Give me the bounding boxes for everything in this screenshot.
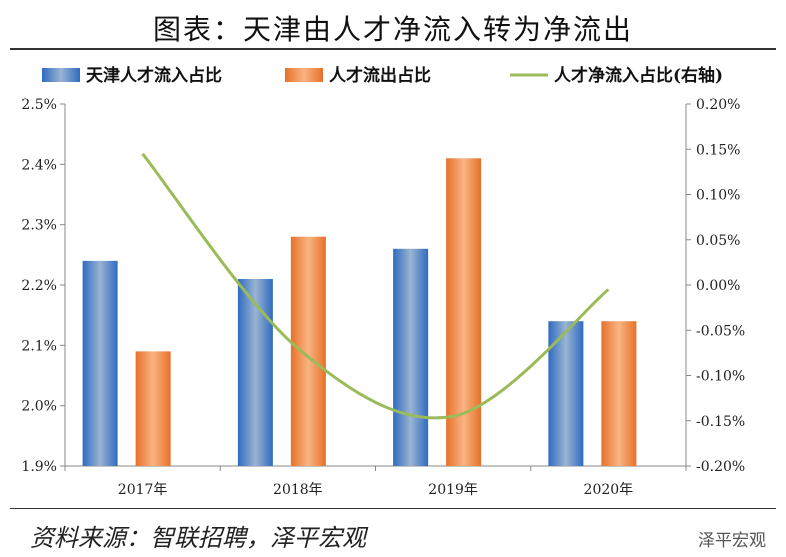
right-tick-label: 0.20%	[696, 97, 740, 113]
bar-outflow	[601, 321, 637, 466]
bar-outflow	[135, 351, 171, 466]
left-tick-label: 2.3%	[21, 218, 57, 234]
left-tick-label: 1.9%	[21, 459, 57, 475]
left-tick-label: 2.4%	[21, 157, 57, 173]
bar-inflow	[393, 248, 429, 466]
right-tick-label: -0.05%	[696, 323, 745, 339]
right-tick-label: -0.20%	[696, 459, 745, 475]
bar-inflow	[237, 278, 273, 466]
legend-label: 人才流出占比	[329, 65, 431, 86]
x-tick-label: 2019年	[428, 482, 478, 498]
left-tick-label: 2.1%	[21, 338, 57, 354]
legend-label: 天津人才流入占比	[86, 65, 222, 86]
bar-outflow	[290, 236, 326, 466]
left-tick-label: 2.2%	[21, 278, 57, 294]
source-note: 资料来源：智联招聘，泽平宏观	[30, 524, 366, 552]
left-tick-label: 2.5%	[21, 97, 57, 113]
legend-swatch	[42, 68, 80, 82]
right-tick-label: -0.10%	[696, 369, 745, 385]
x-tick-label: 2018年	[273, 482, 323, 498]
legend-swatch	[285, 68, 323, 82]
chart-title: 图表：天津由人才净流入转为净流出	[152, 13, 633, 46]
left-tick-label: 2.0%	[21, 399, 57, 415]
right-tick-label: 0.00%	[696, 278, 740, 294]
legend-label: 人才净流入占比(右轴)	[554, 65, 723, 86]
x-tick-label: 2020年	[584, 482, 634, 498]
right-tick-label: 0.10%	[696, 188, 740, 204]
right-tick-label: 0.05%	[696, 233, 740, 249]
x-tick-label: 2017年	[118, 482, 168, 498]
bar-inflow	[82, 260, 118, 466]
title-rule	[10, 48, 776, 50]
source-rule	[10, 508, 776, 509]
bar-outflow	[446, 158, 482, 467]
right-tick-label: 0.15%	[696, 142, 740, 158]
watermark: 泽平宏观	[698, 531, 766, 551]
net-inflow-line	[141, 152, 610, 420]
right-tick-label: -0.15%	[696, 414, 745, 430]
